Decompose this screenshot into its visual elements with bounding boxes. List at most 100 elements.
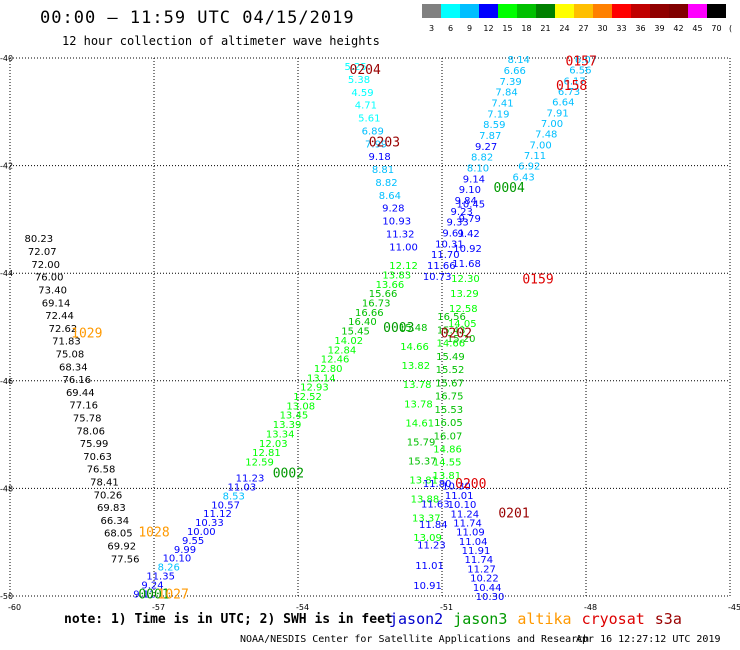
page-title: 00:00 – 11:59 UTC 04/15/2019 [40, 8, 355, 28]
y-tick-label: -40 [0, 54, 13, 63]
wave-height-value: 11.80 [423, 479, 452, 490]
wave-height-value: 75.08 [56, 349, 85, 360]
time-label: 0158 [556, 79, 587, 94]
wave-height-value: 5.61 [358, 114, 380, 125]
wave-height-value: 12.12 [389, 261, 418, 272]
wave-height-value: 15.49 [436, 352, 465, 363]
wave-height-value: 14.05 [448, 319, 477, 330]
wave-height-value: 14.86 [433, 444, 462, 455]
wave-height-value: 6.17 [564, 76, 586, 87]
legend-entry-jason2: jason2 [389, 610, 444, 628]
wave-height-value: 10.30 [442, 482, 471, 493]
scale-label: 39 [654, 24, 664, 33]
wave-height-value: 69.83 [97, 503, 126, 514]
y-tick-label: -48 [0, 484, 13, 493]
wave-height-value: 7.41 [491, 98, 513, 109]
wave-height-value: 12.58 [449, 304, 478, 315]
wave-height-value: 12.59 [245, 458, 274, 469]
wave-height-value: 76.00 [35, 273, 64, 284]
wave-height-value: 8.53 [223, 491, 245, 502]
wave-height-value: 14.61 [405, 418, 434, 429]
wave-height-value: 12.84 [328, 345, 357, 356]
y-tick-label: -44 [0, 269, 13, 278]
wave-height-value: 13.78 [403, 380, 432, 391]
wave-height-value: 71.83 [52, 337, 81, 348]
wave-height-value: 16.07 [434, 431, 463, 442]
scale-swatch [688, 4, 707, 18]
wave-height-value: 9.10 [459, 185, 481, 196]
wave-height-value: 70.63 [83, 452, 112, 463]
wave-height-value: 16.73 [362, 299, 391, 310]
x-tick-label: -51 [440, 603, 453, 612]
wave-height-value: 16.05 [434, 418, 463, 429]
wave-height-value: 78.41 [90, 478, 119, 489]
wave-height-value: 6.89 [362, 126, 384, 137]
wave-height-value: 72.62 [49, 324, 78, 335]
wave-height-value: 14.55 [433, 458, 462, 469]
wave-height-value: 7.00 [529, 140, 551, 151]
wave-height-value: 68.34 [59, 362, 88, 373]
scale-label: 3 [429, 24, 434, 33]
wave-height-value: 15.45 [341, 327, 370, 338]
wave-height-value: 6.43 [512, 172, 534, 183]
wave-height-value: 8.26 [158, 563, 180, 574]
scale-label: 45 [692, 24, 702, 33]
wave-height-value: 9.61 [442, 229, 464, 240]
wave-height-value: 77.56 [111, 554, 140, 565]
wave-height-value: 13.14 [307, 373, 336, 384]
wave-height-value: 6.56 [569, 66, 591, 77]
wave-height-value: 6.64 [552, 98, 574, 109]
time-label: 0201 [498, 507, 529, 522]
wave-height-value: 69.44 [66, 388, 95, 399]
time-label: 0203 [369, 135, 400, 150]
wave-height-value: 73.40 [38, 285, 67, 296]
wave-height-value: 9.24 [141, 580, 163, 591]
wave-height-value: 11.09 [456, 528, 485, 539]
legend-entry-jason3: jason3 [453, 610, 508, 628]
wave-height-value: 10.57 [211, 500, 240, 511]
legend-entry-s3a: s3a [654, 610, 682, 628]
wave-height-value: 11.01 [445, 491, 474, 502]
wave-height-value: 15.67 [435, 378, 464, 389]
scale-swatch [707, 4, 726, 18]
wave-height-value: 5.25 [344, 62, 366, 73]
time-label: 0200 [455, 477, 486, 492]
scale-swatch [574, 4, 593, 18]
scale-swatch [479, 4, 498, 18]
wave-height-value: 10.44 [473, 583, 502, 594]
scale-label: 30 [597, 24, 607, 33]
scale-unit: (ft) [729, 24, 732, 33]
wave-height-value: 13.78 [404, 399, 433, 410]
scale-swatch [536, 4, 555, 18]
wave-height-value: 6.07 [575, 55, 597, 66]
wave-height-value: 11.74 [464, 555, 493, 566]
page-subtitle: 12 hour collection of altimeter wave hei… [62, 34, 380, 48]
wave-height-value: 10.00 [187, 527, 216, 538]
scale-swatch [498, 4, 517, 18]
wave-height-value: 7.99 [365, 139, 387, 150]
wave-height-value: 9.79 [459, 214, 481, 225]
wave-height-value: 9.42 [458, 229, 480, 240]
wave-height-value: 9.14 [463, 174, 485, 185]
satellite-legend: jason2 jason3 altika cryosat s3a [389, 610, 692, 628]
wave-height-value: 70.26 [94, 490, 123, 501]
wave-height-value: 6.92 [518, 162, 540, 173]
time-label: 0003 [383, 321, 414, 336]
x-tick-label: -45 [728, 603, 740, 612]
wave-height-value: 7.91 [547, 108, 569, 119]
wave-height-value: 11.84 [419, 520, 448, 531]
scale-swatch [669, 4, 688, 18]
scale-swatch [555, 4, 574, 18]
wave-height-value: 13.08 [286, 401, 315, 412]
scale-label: 27 [578, 24, 588, 33]
wave-height-value: 11.63 [421, 499, 450, 510]
wave-height-value: 13.83 [382, 270, 411, 281]
wave-height-value: 7.39 [500, 77, 522, 88]
x-tick-label: -60 [8, 603, 21, 612]
wave-height-value: 9.84 [455, 196, 477, 207]
wave-height-value: 68.05 [104, 529, 133, 540]
wave-height-value: 15.43 [437, 325, 466, 336]
time-label: 0159 [522, 273, 553, 288]
wave-height-value: 9.99 [174, 545, 196, 556]
